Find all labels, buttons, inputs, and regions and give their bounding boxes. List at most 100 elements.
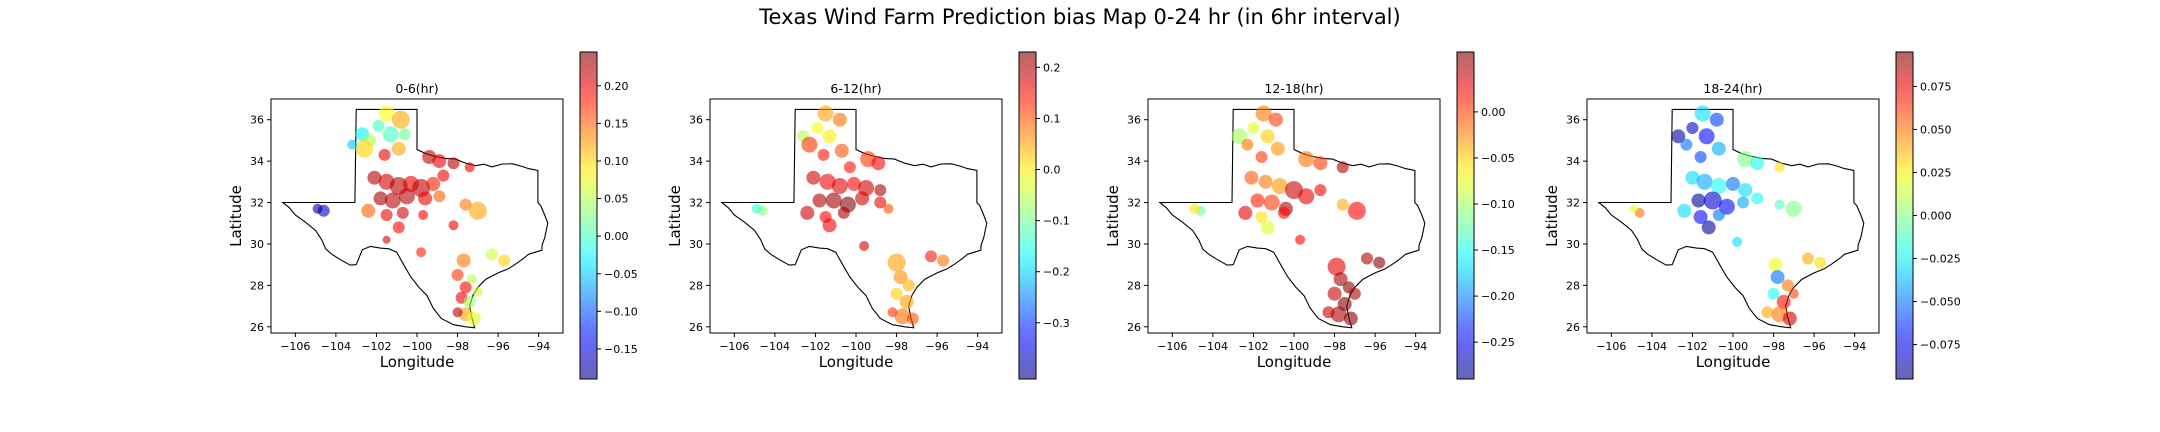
data-point [890,287,903,300]
colorbar-tick-label: 0.20 [604,80,629,93]
data-point [1343,311,1358,326]
data-point [822,129,837,144]
x-tick-label: −96 [926,340,949,353]
x-tick-label: −98 [1323,340,1346,353]
colorbar-tick-label: −0.075 [1920,339,1961,352]
data-point [1686,122,1699,134]
data-point [468,201,487,220]
data-point [452,307,463,318]
data-point [906,312,919,325]
data-point [800,205,815,220]
data-point [1774,162,1785,173]
data-point [448,220,459,231]
data-point [832,112,847,127]
data-point [372,119,385,132]
data-point [819,173,836,190]
x-tick-label: −102 [361,340,391,353]
x-tick-label: −104 [1198,340,1228,353]
data-point [1774,199,1785,210]
data-point [486,248,498,261]
x-tick-label: −96 [487,340,510,353]
x-axis-label: Longitude [1696,353,1771,371]
data-point [1770,270,1785,285]
data-point [392,221,405,234]
colorbar-frame [1456,51,1475,380]
data-point [1314,184,1327,197]
data-point [899,294,914,309]
colorbar-tick-label: −0.025 [1920,253,1961,266]
data-point [1268,112,1283,127]
y-tick-label: 28 [1566,279,1580,292]
data-point [1802,252,1814,265]
colorbar-tick-label: −0.050 [1920,296,1961,309]
y-tick-label: 32 [1127,197,1141,210]
data-point [825,192,842,209]
data-point [855,191,870,206]
colorbar-tick-label: 0.05 [604,193,629,206]
data-point [874,196,887,209]
y-tick-label: 34 [1566,155,1580,168]
data-point [1260,129,1275,144]
data-point [1258,174,1273,189]
data-point [378,105,395,122]
data-point [459,198,472,211]
data-point [391,110,410,129]
y-tick-label: 30 [1127,238,1141,251]
data-point [834,143,849,158]
data-point [887,307,898,318]
colorbar-tick-label: −0.2 [1043,266,1070,279]
colorbar [1896,52,1913,379]
data-point [894,308,911,325]
data-point [312,203,323,214]
x-tick-label: −94 [966,340,989,353]
x-tick-label: −96 [1803,340,1826,353]
data-point [893,270,908,285]
x-tick-label: −96 [1364,340,1387,353]
data-point [432,154,447,169]
data-point [1348,287,1361,300]
y-tick-label: 26 [1566,321,1580,334]
data-point [433,190,446,203]
data-point [847,176,861,191]
x-tick-label: −100 [1279,340,1309,353]
panel-title: 12-18(hr) [1264,81,1323,96]
data-point [811,122,824,134]
colorbar [1457,52,1474,379]
data-point [384,192,401,209]
y-tick-label: 32 [250,197,264,210]
x-tick-label: −106 [280,340,310,353]
data-point [1336,198,1349,211]
data-point [1313,156,1328,171]
y-tick-label: 30 [689,238,703,251]
y-tick-label: 32 [1566,197,1580,210]
x-tick-label: −100 [841,340,871,353]
x-tick-label: −106 [1596,340,1626,353]
data-point [361,203,376,218]
data-point [817,105,834,122]
data-point [1737,196,1750,209]
data-point [1694,105,1711,122]
colorbar-tick-label: 0.0 [1043,164,1061,177]
data-point [1322,306,1335,319]
data-point [1298,188,1315,205]
colorbar-tick-label: −0.15 [604,343,638,356]
y-tick-label: 36 [689,114,703,127]
y-tick-label: 26 [689,321,703,334]
data-point [1698,128,1715,145]
data-point [1327,257,1346,276]
data-point [1785,200,1802,217]
data-point [1347,201,1366,220]
data-point [1255,151,1268,163]
data-point [837,206,850,219]
data-point [367,170,382,185]
data-point [1336,161,1349,174]
colorbar-tick-label: −0.05 [604,268,638,281]
data-point [1696,173,1713,190]
colorbar-tick-label: 0.025 [1920,166,1952,179]
data-point [843,161,856,174]
data-point [472,286,483,297]
data-point [801,136,818,153]
y-tick-label: 28 [1127,279,1141,292]
x-tick-label: −102 [1238,340,1268,353]
data-point [925,250,937,263]
